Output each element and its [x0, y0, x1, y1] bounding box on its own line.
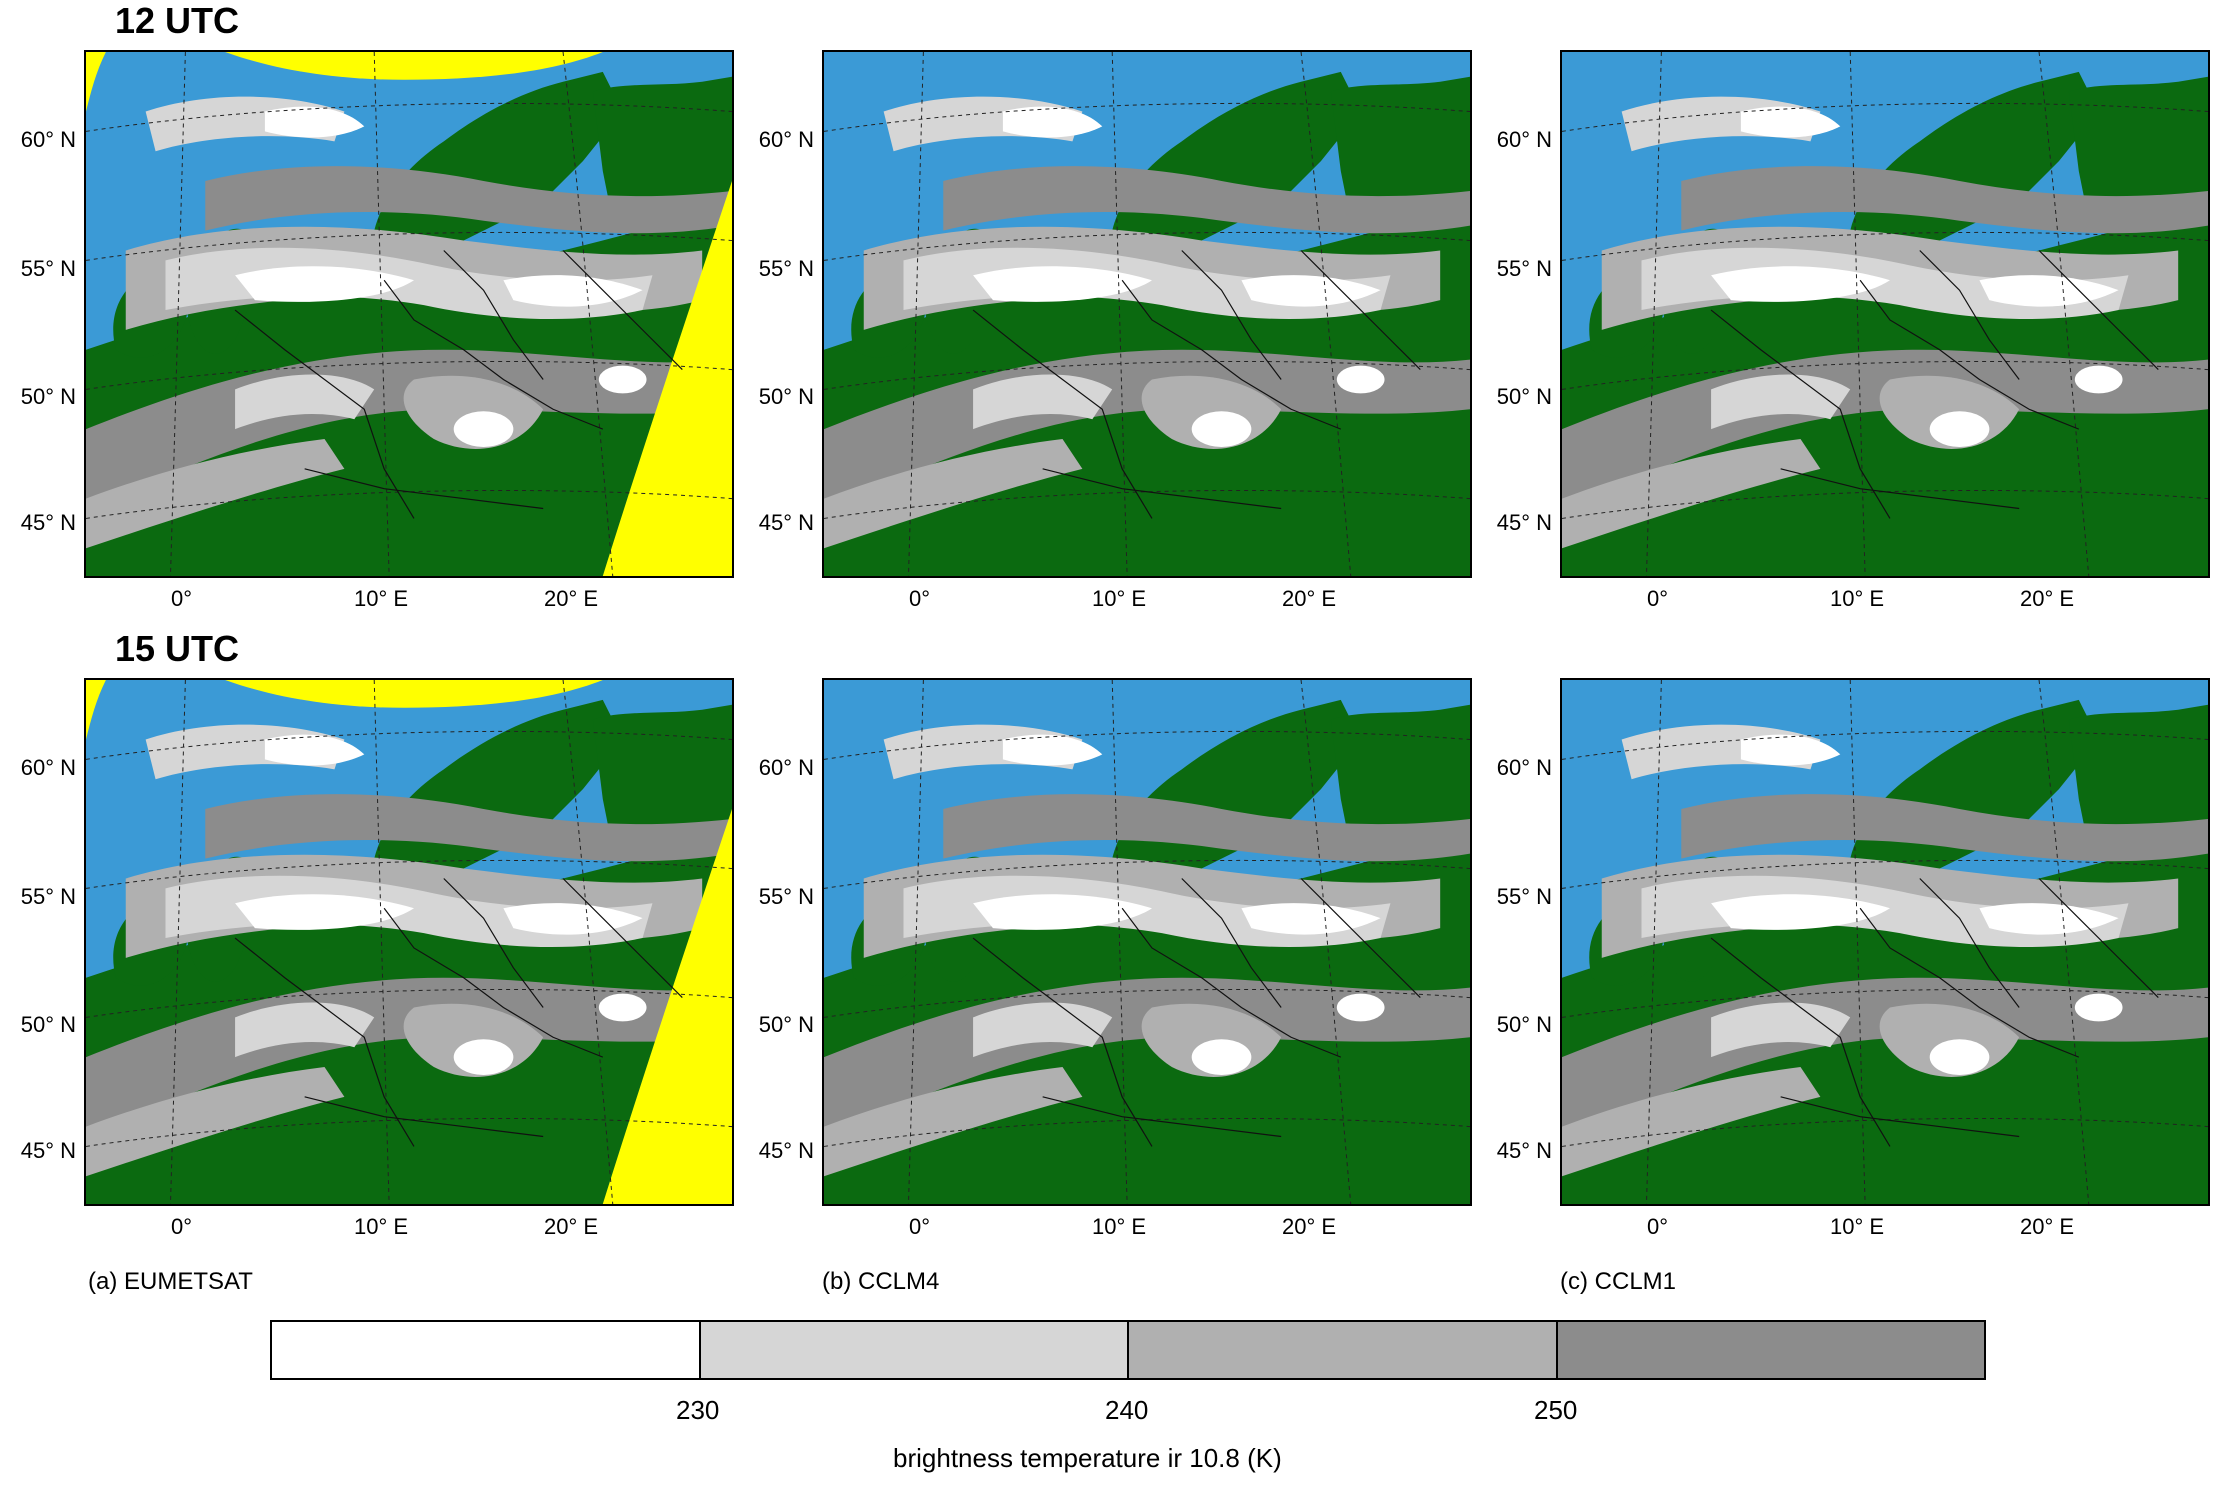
- latitude-label: 60° N: [20, 127, 76, 152]
- map-panel-eumetsat-15utc: [84, 678, 734, 1206]
- map-svg: [824, 52, 1470, 576]
- country-borders: [1710, 250, 2159, 519]
- cloud-lt230: [973, 734, 1385, 1075]
- map-svg: [1562, 680, 2208, 1204]
- caption-cclm4: (b) CCLM4: [822, 1268, 940, 1295]
- row-title-12utc: 12 UTC: [115, 0, 240, 41]
- graticule: [86, 680, 732, 1204]
- map-svg: [1562, 52, 2208, 576]
- country-borders: [234, 878, 683, 1147]
- map-panel-cclm1-12utc: [1560, 50, 2210, 578]
- longitude-label: 20° E: [1282, 1214, 1337, 1239]
- country-borders: [1710, 878, 2159, 1147]
- longitude-label: 0°: [909, 586, 931, 611]
- map-svg: [824, 680, 1470, 1204]
- caption-cclm1: (c) CCLM1: [1560, 1268, 1677, 1295]
- longitude-label: 0°: [171, 586, 193, 611]
- colorbar-tick-240: 240: [1105, 1395, 1149, 1425]
- country-borders: [234, 250, 683, 519]
- colorbar-label: brightness temperature ir 10.8 (K): [893, 1443, 1282, 1473]
- graticule: [1562, 680, 2208, 1204]
- latitude-label: 55° N: [20, 884, 76, 909]
- latitude-label: 45° N: [20, 1138, 76, 1163]
- cloud-lt230: [973, 106, 1385, 447]
- no-data-area: [86, 680, 732, 1204]
- colorbar-segment-240-250: [1129, 1322, 1558, 1378]
- latitude-label: 50° N: [758, 384, 814, 409]
- latitude-label: 45° N: [758, 1138, 814, 1163]
- graticule: [86, 52, 732, 576]
- latitude-label: 60° N: [758, 755, 814, 780]
- longitude-label: 20° E: [544, 1214, 599, 1239]
- latitude-label: 55° N: [20, 256, 76, 281]
- latitude-label: 45° N: [20, 510, 76, 535]
- latitude-label: 60° N: [20, 755, 76, 780]
- map-panel-eumetsat-12utc: [84, 50, 734, 578]
- country-borders: [972, 878, 1421, 1147]
- latitude-label: 50° N: [20, 384, 76, 409]
- longitude-label: 20° E: [544, 586, 599, 611]
- longitude-label: 10° E: [1092, 586, 1147, 611]
- latitude-label: 50° N: [1496, 1012, 1552, 1037]
- caption-eumetsat: (a) EUMETSAT: [88, 1268, 253, 1295]
- latitude-label: 50° N: [758, 1012, 814, 1037]
- map-panel-cclm1-15utc: [1560, 678, 2210, 1206]
- latitude-label: 55° N: [758, 256, 814, 281]
- latitude-label: 45° N: [758, 510, 814, 535]
- no-data-area: [86, 52, 732, 576]
- latitude-label: 55° N: [1496, 884, 1552, 909]
- longitude-label: 0°: [171, 1214, 193, 1239]
- colorbar-tick-250: 250: [1534, 1395, 1578, 1425]
- map-panel-cclm4-12utc: [822, 50, 1472, 578]
- map-svg: [86, 52, 732, 576]
- longitude-label: 20° E: [2020, 586, 2075, 611]
- latitude-label: 45° N: [1496, 1138, 1552, 1163]
- longitude-label: 20° E: [1282, 586, 1337, 611]
- latitude-label: 55° N: [1496, 256, 1552, 281]
- longitude-label: 10° E: [1830, 1214, 1885, 1239]
- latitude-label: 50° N: [1496, 384, 1552, 409]
- map-panel-cclm4-15utc: [822, 678, 1472, 1206]
- longitude-label: 0°: [909, 1214, 931, 1239]
- latitude-label: 60° N: [1496, 755, 1552, 780]
- cloud-lt230: [1711, 734, 2123, 1075]
- colorbar-tick-230: 230: [676, 1395, 720, 1425]
- latitude-label: 45° N: [1496, 510, 1552, 535]
- country-borders: [972, 250, 1421, 519]
- colorbar-segment-230-240: [700, 1322, 1129, 1378]
- cloud-lt230: [1711, 106, 2123, 447]
- longitude-label: 0°: [1647, 586, 1669, 611]
- latitude-label: 60° N: [1496, 127, 1552, 152]
- map-svg: [86, 680, 732, 1204]
- colorbar: [270, 1320, 1986, 1380]
- longitude-label: 0°: [1647, 1214, 1669, 1239]
- longitude-label: 10° E: [354, 586, 409, 611]
- graticule: [824, 680, 1470, 1204]
- latitude-label: 55° N: [758, 884, 814, 909]
- graticule: [1562, 52, 2208, 576]
- longitude-label: 10° E: [1830, 586, 1885, 611]
- latitude-label: 50° N: [20, 1012, 76, 1037]
- colorbar-segment-gt250: [1557, 1322, 1984, 1378]
- colorbar-segment-lt230: [272, 1322, 701, 1378]
- longitude-label: 10° E: [354, 1214, 409, 1239]
- longitude-label: 20° E: [2020, 1214, 2075, 1239]
- cloud-lt230: [235, 106, 647, 447]
- latitude-label: 60° N: [758, 127, 814, 152]
- cloud-lt230: [235, 734, 647, 1075]
- longitude-label: 10° E: [1092, 1214, 1147, 1239]
- graticule: [824, 52, 1470, 576]
- row-title-15utc: 15 UTC: [115, 628, 240, 669]
